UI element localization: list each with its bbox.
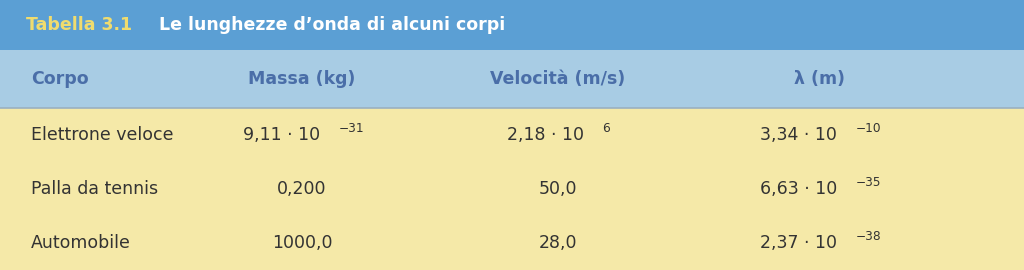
Text: 9,11 · 10: 9,11 · 10 [244, 126, 321, 144]
Text: −38: −38 [856, 230, 882, 243]
Text: 50,0: 50,0 [539, 180, 578, 198]
Text: Le lunghezze d’onda di alcuni corpi: Le lunghezze d’onda di alcuni corpi [159, 16, 505, 34]
Text: Velocità (m/s): Velocità (m/s) [490, 70, 626, 88]
Text: Automobile: Automobile [31, 234, 131, 252]
Text: 2,37 · 10: 2,37 · 10 [761, 234, 838, 252]
Bar [0, 50, 1024, 108]
Text: 1000,0: 1000,0 [271, 234, 333, 252]
Text: λ (m): λ (m) [794, 70, 845, 88]
Text: −35: −35 [856, 176, 882, 189]
Text: 0,200: 0,200 [278, 180, 327, 198]
Text: 6,63 · 10: 6,63 · 10 [761, 180, 838, 198]
Text: Tabella 3.1: Tabella 3.1 [26, 16, 132, 34]
Bar [0, 108, 1024, 270]
Text: 28,0: 28,0 [539, 234, 578, 252]
Text: −10: −10 [856, 122, 882, 135]
Text: 3,34 · 10: 3,34 · 10 [761, 126, 838, 144]
Text: Corpo: Corpo [31, 70, 88, 88]
Text: Massa (kg): Massa (kg) [249, 70, 355, 88]
Text: 6: 6 [602, 122, 610, 135]
Text: Elettrone veloce: Elettrone veloce [31, 126, 173, 144]
Text: Palla da tennis: Palla da tennis [31, 180, 158, 198]
Bar [0, 0, 1024, 50]
Text: 2,18 · 10: 2,18 · 10 [507, 126, 584, 144]
Text: −31: −31 [339, 122, 365, 135]
